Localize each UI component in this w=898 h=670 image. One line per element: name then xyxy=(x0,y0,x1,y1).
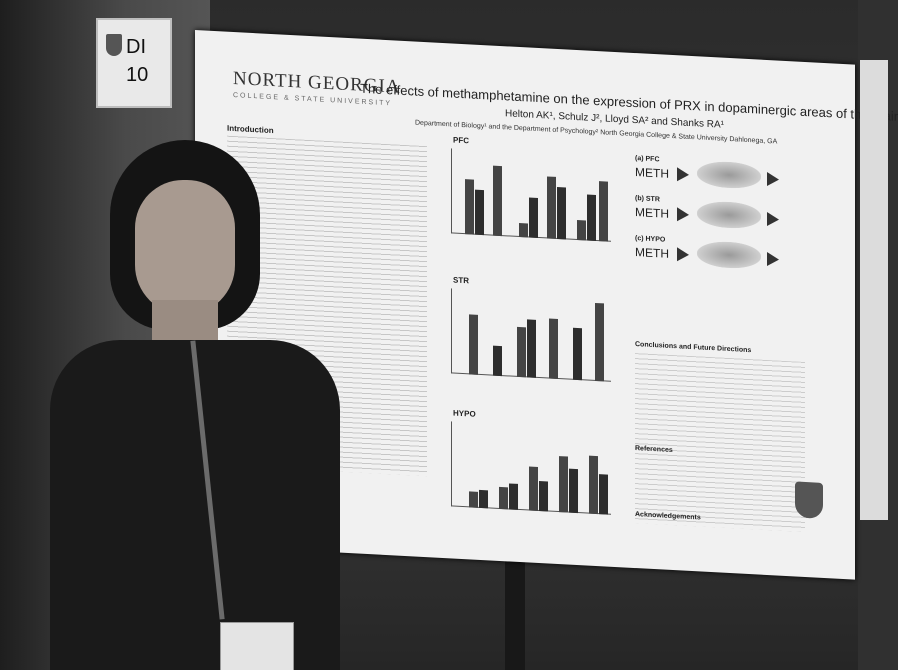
chart-bar xyxy=(469,314,478,375)
sign-prefix: DI xyxy=(126,36,146,58)
diagram-label: (b) STR xyxy=(635,195,660,204)
diagram-label: (c) HYPO xyxy=(635,235,666,244)
diagram-label: (a) PFC xyxy=(635,155,660,164)
chart-bar xyxy=(577,220,586,241)
brain-slice-image xyxy=(697,200,761,230)
chart-bar xyxy=(493,345,502,377)
chart-bar xyxy=(479,489,488,509)
arrow-right-icon xyxy=(677,167,689,182)
conclusions-heading: Conclusions and Future Directions xyxy=(635,341,752,355)
arrow-right-icon xyxy=(677,207,689,222)
chart-bar xyxy=(599,474,608,515)
chart-bar xyxy=(493,165,502,237)
diagram-drug: METH xyxy=(635,245,669,261)
hypo-bar-chart xyxy=(443,418,613,527)
presenter xyxy=(40,140,370,670)
panel-label-str: STR xyxy=(453,275,469,286)
conclusions-text-block xyxy=(635,353,805,532)
arrow-right-icon xyxy=(767,211,779,227)
panel-label-pfc: PFC xyxy=(453,135,469,146)
chart-bar xyxy=(547,176,556,239)
chart-bar xyxy=(529,197,538,238)
chart-y-axis xyxy=(451,148,452,234)
chart-bar xyxy=(469,491,478,508)
chart-bar xyxy=(517,326,526,378)
presenter-face xyxy=(135,180,235,315)
chart-y-axis xyxy=(451,288,452,374)
diagram-drug: METH xyxy=(635,205,669,221)
sign-number: 10 xyxy=(126,64,149,86)
arrow-right-icon xyxy=(767,251,779,267)
neighbor-poster-edge xyxy=(860,60,888,520)
chart-bar xyxy=(465,179,474,235)
chart-bar xyxy=(529,466,538,511)
introduction-heading: Introduction xyxy=(227,123,274,136)
chart-bar xyxy=(475,189,484,236)
chart-bar xyxy=(587,194,596,242)
poster-stand-leg xyxy=(505,535,525,670)
panel-label-hypo: HYPO xyxy=(453,408,476,419)
poster-number-sign: DI 10 xyxy=(96,18,172,108)
shield-icon xyxy=(106,34,122,56)
chart-bar xyxy=(573,327,582,381)
name-badge xyxy=(220,622,294,670)
str-bar-chart xyxy=(443,285,613,394)
chart-bar xyxy=(569,468,578,514)
chart-bar xyxy=(519,222,528,238)
presenter-shirt xyxy=(50,340,340,670)
diagram-drug: METH xyxy=(635,165,669,181)
chart-bar xyxy=(539,481,548,512)
brain-slice-image xyxy=(697,160,761,190)
brain-slice-image xyxy=(697,240,761,270)
chart-bar xyxy=(599,181,608,242)
arrow-right-icon xyxy=(677,247,689,262)
diagram-row-pfc: (a) PFC METH xyxy=(635,155,835,195)
pfc-bar-chart xyxy=(443,145,613,254)
chart-bar xyxy=(527,319,536,378)
diagram-row-str: (b) STR METH xyxy=(635,195,835,235)
chart-bar xyxy=(589,455,598,515)
chart-bar xyxy=(595,302,604,382)
chart-bar xyxy=(549,318,558,380)
chart-bar xyxy=(557,186,566,240)
college-crest-icon xyxy=(795,481,823,519)
arrow-right-icon xyxy=(767,171,779,187)
chart-bar xyxy=(509,483,518,510)
diagram-row-hypo: (c) HYPO METH xyxy=(635,235,835,275)
chart-bar xyxy=(499,486,508,510)
chart-y-axis xyxy=(451,421,452,507)
chart-bar xyxy=(559,456,568,513)
